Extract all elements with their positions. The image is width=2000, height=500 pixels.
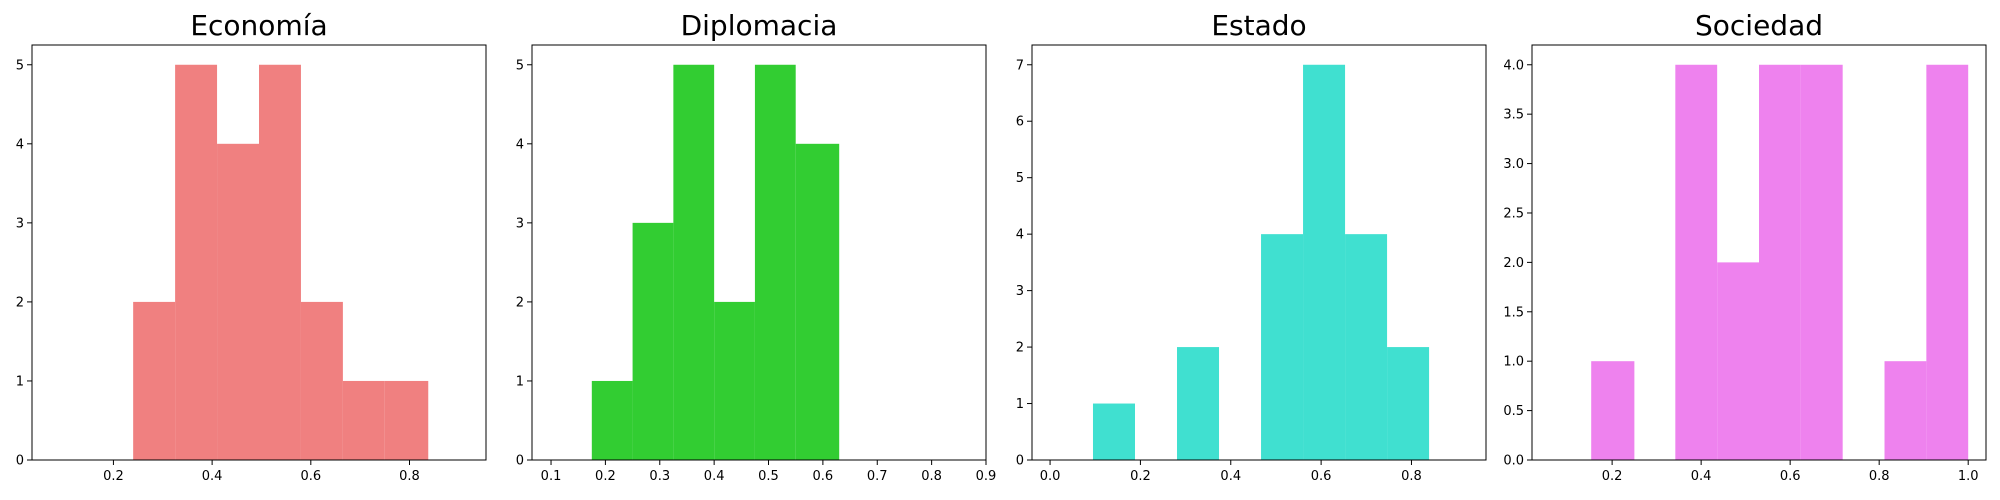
x-tick-label: 0.9 xyxy=(976,469,997,484)
y-tick-label: 0.5 xyxy=(1503,404,1524,419)
x-tick-label: 0.8 xyxy=(1401,469,1422,484)
y-tick-label: 3 xyxy=(516,216,524,231)
y-tick-label: 1 xyxy=(516,374,524,389)
x-tick-label: 0.4 xyxy=(704,469,725,484)
y-tick-label: 4 xyxy=(516,137,524,152)
x-tick-label: 0.2 xyxy=(595,469,616,484)
y-tick-label: 0 xyxy=(516,454,524,469)
histogram-bar xyxy=(1092,403,1135,460)
histogram-bar xyxy=(217,143,259,461)
histogram-bar xyxy=(1675,64,1718,460)
y-tick-label: 2 xyxy=(16,295,24,310)
panel-title: Sociedad xyxy=(1695,9,1823,42)
y-tick-label: 2 xyxy=(1016,341,1024,356)
axes-frame xyxy=(1531,44,1987,461)
x-tick-label: 0.6 xyxy=(1311,469,1332,484)
x-tick-label: 0.8 xyxy=(1869,469,1890,484)
y-tick-label: 5 xyxy=(516,58,524,73)
histogram-bar xyxy=(133,301,176,460)
y-tick-label: 1 xyxy=(16,374,24,389)
histogram-bar xyxy=(632,222,674,460)
y-tick-label: 3.5 xyxy=(1503,108,1524,123)
axes-frame xyxy=(1031,44,1487,461)
y-tick-label: 4 xyxy=(16,137,24,152)
histogram-bar xyxy=(1303,64,1346,460)
y-tick-label: 3 xyxy=(16,216,24,231)
histogram-panel: 0.2 0.4 0.6 0.8 1.0 0.0 0.5 1.0 1.5 2.0 2.5 3.0 3.5 4… xyxy=(1503,9,1987,484)
y-tick-label: 6 xyxy=(1016,115,1024,130)
y-tick-label: 2 xyxy=(516,295,524,310)
panel-title: Estado xyxy=(1211,9,1306,42)
y-tick-label: 2.5 xyxy=(1503,206,1524,221)
axes-frame xyxy=(531,44,987,461)
histogram-bar xyxy=(384,380,429,460)
x-tick-label: 0.4 xyxy=(202,469,223,484)
y-tick-label: 0 xyxy=(1016,454,1024,469)
axes-frame xyxy=(31,44,487,461)
histogram-bar xyxy=(1800,64,1843,460)
x-tick-label: 0.8 xyxy=(399,469,420,484)
histogram-bar xyxy=(300,301,343,460)
histogram-bar xyxy=(1345,234,1388,460)
histogram-bar xyxy=(1717,262,1759,460)
panel-title: Diplomacia xyxy=(681,9,838,42)
histogram-bar xyxy=(1759,64,1801,460)
histogram-bar xyxy=(1261,234,1304,460)
y-tick-label: 1 xyxy=(1016,397,1024,412)
x-tick-label: 0.8 xyxy=(921,469,942,484)
y-tick-label: 4 xyxy=(1016,228,1024,243)
y-tick-label: 4.0 xyxy=(1503,58,1524,73)
x-tick-label: 0.3 xyxy=(649,469,670,484)
histogram-bar xyxy=(1591,361,1635,460)
histogram-panel: 0.0 0.2 0.4 0.6 0.8 0 1 2 3 4 5 6 7 Estado xyxy=(1016,9,1487,484)
x-tick-label: 0.6 xyxy=(300,469,321,484)
y-tick-label: 1.5 xyxy=(1503,305,1524,320)
y-tick-label: 5 xyxy=(1016,171,1024,186)
histogram-bar xyxy=(591,380,633,460)
x-tick-label: 0.6 xyxy=(813,469,834,484)
x-tick-label: 0.7 xyxy=(867,469,888,484)
y-tick-label: 5 xyxy=(16,58,24,73)
histogram-panel: 0.1 0.2 0.3 0.4 0.5 0.6 0.7 0.8 0.9 0 1 2 3 4 5 Diploma… xyxy=(516,9,997,484)
histogram-bar xyxy=(1177,347,1220,460)
y-tick-label: 2.0 xyxy=(1503,256,1524,271)
histogram-bar xyxy=(795,143,840,461)
histogram-bar xyxy=(754,64,796,460)
histogram-bar xyxy=(175,64,218,460)
x-tick-label: 0.2 xyxy=(103,469,124,484)
histogram-panel: 0.2 0.4 0.6 0.8 0 1 2 3 4 5 Economía xyxy=(16,9,487,484)
histogram-bar xyxy=(1387,347,1430,460)
x-tick-label: 0.1 xyxy=(541,469,562,484)
histogram-bar xyxy=(259,64,301,460)
x-tick-label: 0.0 xyxy=(1040,469,1061,484)
y-tick-label: 0.0 xyxy=(1503,454,1524,469)
y-tick-label: 3.0 xyxy=(1503,157,1524,172)
y-tick-label: 3 xyxy=(1016,284,1024,299)
y-tick-label: 0 xyxy=(16,454,24,469)
x-tick-label: 0.2 xyxy=(1602,469,1623,484)
y-tick-label: 7 xyxy=(1016,58,1024,73)
histogram-bar xyxy=(342,380,385,460)
x-tick-label: 0.6 xyxy=(1780,469,1801,484)
x-tick-label: 0.5 xyxy=(758,469,779,484)
x-tick-label: 1.0 xyxy=(1958,469,1979,484)
histogram-bar xyxy=(1926,64,1969,460)
histogram-bar xyxy=(714,301,755,460)
x-tick-label: 0.4 xyxy=(1691,469,1712,484)
panel-title: Economía xyxy=(190,9,327,42)
y-tick-label: 1.0 xyxy=(1503,355,1524,370)
histogram-bar xyxy=(673,64,715,460)
x-tick-label: 0.2 xyxy=(1130,469,1151,484)
x-tick-label: 0.4 xyxy=(1220,469,1241,484)
histogram-bar xyxy=(1884,361,1927,460)
